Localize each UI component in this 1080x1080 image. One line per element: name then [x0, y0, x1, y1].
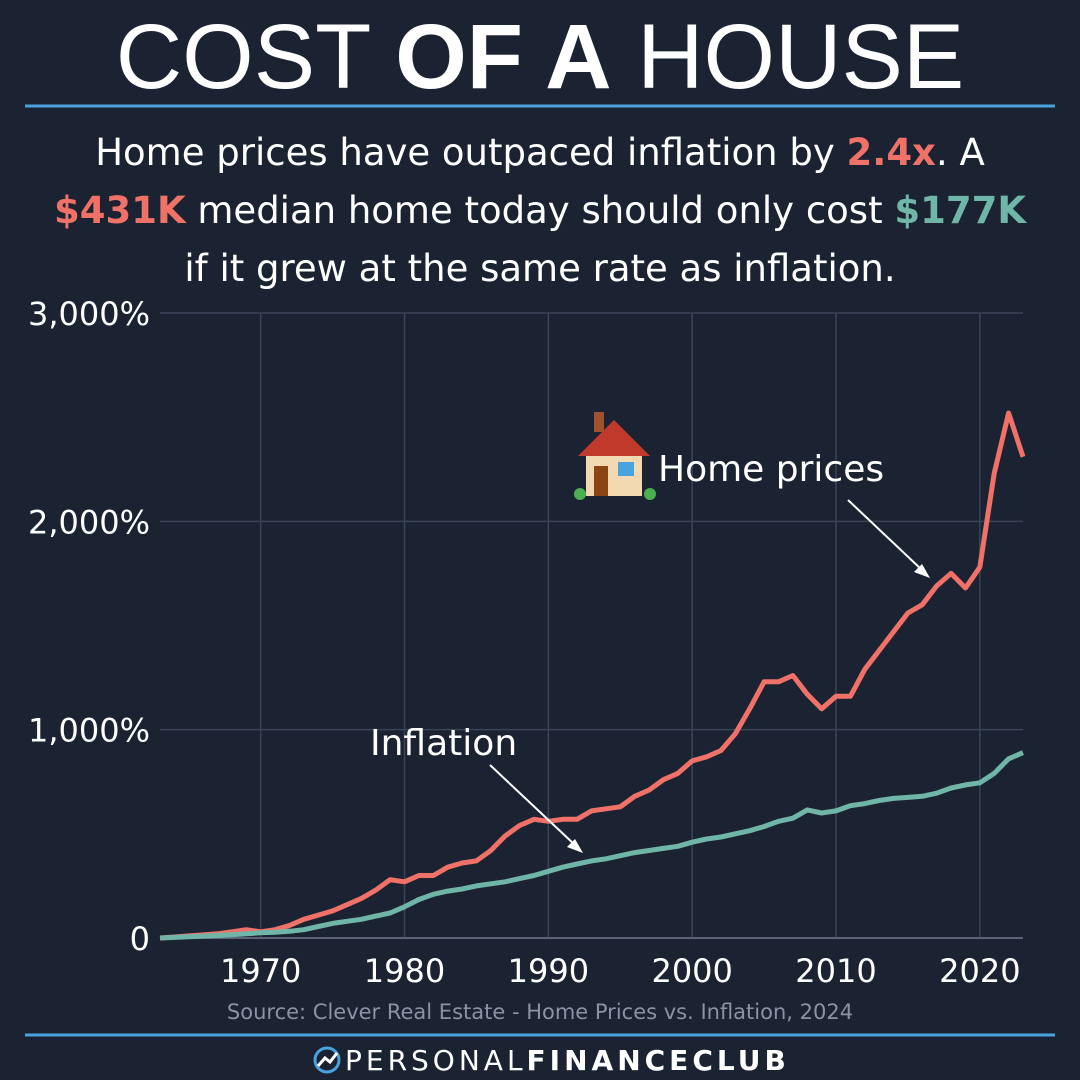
arrow: [489, 499, 930, 853]
y-tick-label: 2,000%: [28, 503, 150, 541]
x-tick-label: 1990: [508, 952, 589, 990]
footer-part: CLUB: [692, 1044, 789, 1077]
annotation: Home prices: [658, 449, 884, 490]
annotation: Inflation: [370, 723, 517, 764]
y-tick-label: 0: [130, 920, 150, 958]
plot: [159, 410, 1026, 941]
title-part: COST: [116, 6, 370, 108]
subtitle-part: if it grew at the same rate as inflation…: [184, 247, 896, 290]
subtitle-part: Home prices have outpaced inflation by: [95, 131, 847, 174]
source: Source: Clever Real Estate - Home Prices…: [227, 1000, 853, 1024]
subtitle-part: $177K: [894, 189, 1027, 232]
y-tick-label: 1,000%: [28, 712, 150, 750]
footer-part: FINANCE: [527, 1044, 693, 1077]
footer-logo: [313, 1046, 341, 1074]
series-line: [159, 750, 1024, 941]
subtitle-part: median home today should only cost: [185, 189, 895, 232]
x-tick-label: 1980: [364, 952, 445, 990]
series-line: [159, 410, 1026, 941]
x-tick-label: 2020: [939, 952, 1020, 990]
title-part: OF A: [395, 6, 611, 108]
subtitle-part: 2.4x: [846, 131, 936, 174]
x-tick-label: 1970: [220, 952, 301, 990]
x-tick-label: 2000: [651, 952, 732, 990]
footer-part: PERSONAL: [345, 1044, 527, 1077]
footer: PERSONALFINANCECLUB: [345, 1044, 790, 1077]
house-icon: [574, 412, 656, 500]
subtitle: Home prices have outpaced inflation by 2…: [50, 124, 1030, 298]
grid: [160, 312, 1023, 939]
x-tick-label: 2010: [795, 952, 876, 990]
subtitle-part: . A: [935, 131, 985, 174]
y-tick-label: 3,000%: [28, 295, 150, 333]
chart-title: COST OF A HOUSE: [116, 6, 965, 108]
subtitle-part: $431K: [53, 189, 186, 232]
title-part: HOUSE: [637, 6, 964, 108]
